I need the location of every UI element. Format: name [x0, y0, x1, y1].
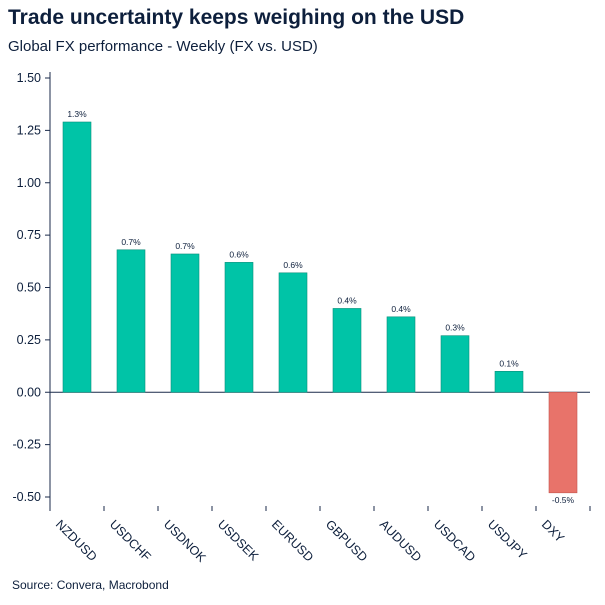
category-label-nzdusd: NZDUSD	[53, 517, 100, 564]
y-tick-label: 0.75	[17, 228, 41, 242]
y-tick-label: 0.25	[17, 333, 41, 347]
chart-category-labels: NZDUSD USDCHF USDNOK USDSEK EURUSD GBPUSD AUDU…	[53, 517, 568, 565]
data-label-audusd: 0.4%	[391, 304, 411, 314]
bar-nzdusd	[62, 121, 92, 393]
y-tick-label: -0.25	[13, 438, 42, 452]
bar-usdchf	[116, 249, 146, 393]
category-label-usdchf: USDCHF	[107, 517, 154, 564]
y-tick-label: 1.25	[17, 123, 41, 137]
data-label-usdchf: 0.7%	[121, 237, 141, 247]
category-label-dxy: DXY	[539, 517, 568, 546]
bar-eurusd	[278, 272, 308, 393]
category-label-usdcad: USDCAD	[431, 517, 478, 564]
category-label-eurusd: EURUSD	[269, 517, 316, 564]
bar-gbpusd	[332, 308, 362, 393]
chart-axes: 1.50 1.25 1.00 0.75 0.50 0.25 0.00 -0.25 -0.50	[13, 71, 591, 511]
y-tick-label: 1.50	[17, 71, 41, 85]
bar-audusd	[386, 316, 416, 393]
y-tick-label: 0.00	[17, 385, 41, 399]
bar-usdnok	[170, 253, 200, 393]
chart-title: Trade uncertainty keeps weighing on the …	[8, 6, 465, 29]
data-label-usdjpy: 0.1%	[499, 358, 519, 368]
category-label-audusd: AUDUSD	[377, 517, 424, 564]
data-label-dxy: -0.5%	[552, 495, 575, 505]
category-label-usdjpy: USDJPY	[485, 517, 530, 562]
chart-subtitle: Global FX performance - Weekly (FX vs. U…	[8, 38, 318, 55]
source-note: Source: Convera, Macrobond	[12, 578, 169, 592]
y-tick-label: 1.00	[17, 176, 41, 190]
category-label-gbpusd: GBPUSD	[323, 517, 370, 564]
y-tick-label: -0.50	[13, 490, 42, 504]
data-label-usdnok: 0.7%	[175, 241, 195, 251]
bar-usdcad	[440, 335, 470, 393]
bar-usdsek	[224, 262, 254, 393]
data-label-usdcad: 0.3%	[445, 323, 465, 333]
chart-data-labels: 1.3% 0.7% 0.7% 0.6% 0.6% 0.4% 0.4% 0.3% 0.1% -0.5…	[67, 109, 574, 505]
data-label-gbpusd: 0.4%	[337, 295, 357, 305]
data-label-usdsek: 0.6%	[229, 249, 249, 259]
bar-dxy	[548, 391, 578, 494]
category-label-usdsek: USDSEK	[215, 517, 262, 564]
chart-bars	[62, 121, 578, 494]
data-label-eurusd: 0.6%	[283, 260, 303, 270]
y-tick-label: 0.50	[17, 281, 41, 295]
data-label-nzdusd: 1.3%	[67, 109, 87, 119]
bar-usdjpy	[494, 370, 524, 393]
category-label-usdnok: USDNOK	[161, 517, 209, 565]
